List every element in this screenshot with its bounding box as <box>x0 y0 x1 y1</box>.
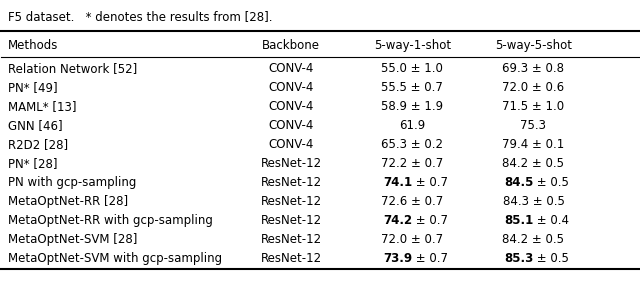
Text: 71.5 ± 1.0: 71.5 ± 1.0 <box>502 100 564 113</box>
Text: CONV-4: CONV-4 <box>269 62 314 75</box>
Text: 73.9: 73.9 <box>383 252 412 265</box>
Text: ± 0.7: ± 0.7 <box>412 214 449 227</box>
Text: 84.2 ± 0.5: 84.2 ± 0.5 <box>502 233 564 246</box>
Text: ResNet-12: ResNet-12 <box>260 176 322 189</box>
Text: ResNet-12: ResNet-12 <box>260 233 322 246</box>
Text: 58.9 ± 1.9: 58.9 ± 1.9 <box>381 100 444 113</box>
Text: ± 0.7: ± 0.7 <box>412 176 449 189</box>
Text: 5-way-5-shot: 5-way-5-shot <box>495 39 572 52</box>
Text: MetaOptNet-RR [28]: MetaOptNet-RR [28] <box>8 195 128 208</box>
Text: ResNet-12: ResNet-12 <box>260 214 322 227</box>
Text: ± 0.5: ± 0.5 <box>534 176 570 189</box>
Text: MetaOptNet-SVM with gcp-sampling: MetaOptNet-SVM with gcp-sampling <box>8 252 222 265</box>
Text: ResNet-12: ResNet-12 <box>260 157 322 170</box>
Text: ResNet-12: ResNet-12 <box>260 195 322 208</box>
Text: MetaOptNet-SVM [28]: MetaOptNet-SVM [28] <box>8 233 137 246</box>
Text: PN* [49]: PN* [49] <box>8 81 58 94</box>
Text: CONV-4: CONV-4 <box>269 81 314 94</box>
Text: MetaOptNet-RR with gcp-sampling: MetaOptNet-RR with gcp-sampling <box>8 214 212 227</box>
Text: ± 0.5: ± 0.5 <box>534 252 570 265</box>
Text: R2D2 [28]: R2D2 [28] <box>8 138 68 151</box>
Text: PN* [28]: PN* [28] <box>8 157 57 170</box>
Text: ± 0.7: ± 0.7 <box>412 252 449 265</box>
Text: F5 dataset.   * denotes the results from [28].: F5 dataset. * denotes the results from [… <box>8 10 272 23</box>
Text: Backbone: Backbone <box>262 39 321 52</box>
Text: 84.2 ± 0.5: 84.2 ± 0.5 <box>502 157 564 170</box>
Text: 85.3: 85.3 <box>504 252 534 265</box>
Text: 5-way-1-shot: 5-way-1-shot <box>374 39 451 52</box>
Text: 72.2 ± 0.7: 72.2 ± 0.7 <box>381 157 444 170</box>
Text: 61.9: 61.9 <box>399 119 426 132</box>
Text: 75.3: 75.3 <box>520 119 547 132</box>
Text: 69.3 ± 0.8: 69.3 ± 0.8 <box>502 62 564 75</box>
Text: MAML* [13]: MAML* [13] <box>8 100 76 113</box>
Text: 85.1: 85.1 <box>504 214 534 227</box>
Text: 84.3 ± 0.5: 84.3 ± 0.5 <box>502 195 564 208</box>
Text: PN with gcp-sampling: PN with gcp-sampling <box>8 176 136 189</box>
Text: 79.4 ± 0.1: 79.4 ± 0.1 <box>502 138 564 151</box>
Text: Methods: Methods <box>8 39 58 52</box>
Text: CONV-4: CONV-4 <box>269 138 314 151</box>
Text: 84.5: 84.5 <box>504 176 534 189</box>
Text: 72.0 ± 0.6: 72.0 ± 0.6 <box>502 81 564 94</box>
Text: 55.0 ± 1.0: 55.0 ± 1.0 <box>381 62 444 75</box>
Text: Relation Network [52]: Relation Network [52] <box>8 62 137 75</box>
Text: CONV-4: CONV-4 <box>269 100 314 113</box>
Text: 74.1: 74.1 <box>383 176 412 189</box>
Text: 55.5 ± 0.7: 55.5 ± 0.7 <box>381 81 444 94</box>
Text: 74.2: 74.2 <box>383 214 412 227</box>
Text: GNN [46]: GNN [46] <box>8 119 62 132</box>
Text: 65.3 ± 0.2: 65.3 ± 0.2 <box>381 138 444 151</box>
Text: ± 0.4: ± 0.4 <box>534 214 570 227</box>
Text: CONV-4: CONV-4 <box>269 119 314 132</box>
Text: ResNet-12: ResNet-12 <box>260 252 322 265</box>
Text: 72.0 ± 0.7: 72.0 ± 0.7 <box>381 233 444 246</box>
Text: 72.6 ± 0.7: 72.6 ± 0.7 <box>381 195 444 208</box>
